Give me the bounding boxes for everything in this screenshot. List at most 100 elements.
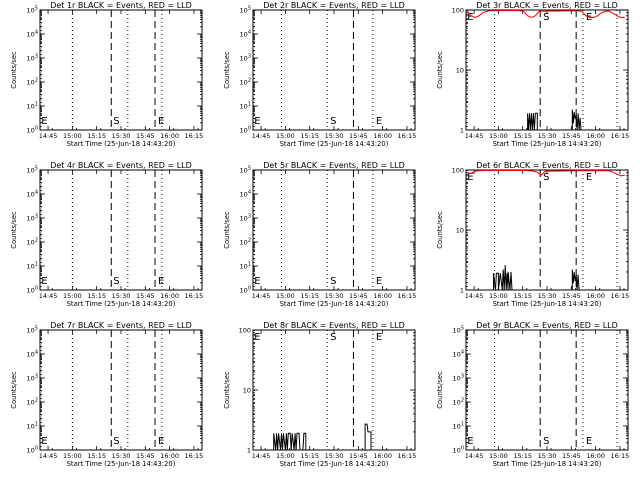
y-tick-label: 100 <box>27 126 38 135</box>
x-tick-label: 15:15 <box>300 292 319 300</box>
x-tick-label: 16:00 <box>586 292 605 300</box>
y-axis-label: Counts/sec <box>223 371 231 409</box>
x-tick-label: 14:45 <box>39 292 58 300</box>
x-tick-label: 15:00 <box>276 132 295 140</box>
y-tick-label: 103 <box>27 214 38 223</box>
events-rate-series <box>274 424 371 450</box>
y-tick-label: 101 <box>27 102 38 111</box>
y-axis-label: Counts/sec <box>436 371 444 409</box>
panel-title: Det 2r BLACK = Events, RED = LLD <box>263 1 405 10</box>
events-rate-series <box>494 265 580 290</box>
axes-frame <box>40 170 202 290</box>
x-tick-label: 15:15 <box>300 132 319 140</box>
y-tick-label: 103 <box>453 374 464 383</box>
x-tick-label: 15:45 <box>136 452 155 460</box>
x-axis-label: Start Time (25-Jun-18 14:43:20) <box>280 140 389 148</box>
panel-det3r: Det 3r BLACK = Events, RED = LLD11010014… <box>436 1 629 148</box>
x-tick-label: 15:30 <box>538 132 557 140</box>
region-marker-e: E <box>41 436 47 447</box>
panel-det7r: Det 7r BLACK = Events, RED = LLD10010110… <box>10 321 203 468</box>
y-tick-label: 105 <box>27 166 38 175</box>
x-tick-label: 15:30 <box>538 452 557 460</box>
x-tick-label: 16:00 <box>160 452 179 460</box>
x-tick-label: 15:45 <box>562 452 581 460</box>
y-tick-label: 104 <box>27 190 38 199</box>
x-tick-label: 15:45 <box>349 292 368 300</box>
y-tick-label: 104 <box>453 350 464 359</box>
y-tick-label: 102 <box>453 398 464 407</box>
y-tick-label: 1 <box>460 127 464 135</box>
panel-det4r: Det 4r BLACK = Events, RED = LLD10010110… <box>10 161 203 308</box>
x-tick-label: 15:00 <box>63 132 82 140</box>
x-tick-label: 15:15 <box>300 452 319 460</box>
x-tick-label: 15:15 <box>87 292 106 300</box>
x-tick-label: 15:30 <box>325 292 344 300</box>
x-tick-label: 15:45 <box>562 132 581 140</box>
x-tick-label: 15:00 <box>63 452 82 460</box>
y-tick-label: 10 <box>243 387 251 395</box>
y-axis-label: Counts/sec <box>436 211 444 249</box>
x-tick-label: 15:30 <box>112 292 131 300</box>
axes-frame <box>253 10 415 130</box>
y-tick-label: 102 <box>27 398 38 407</box>
x-axis-label: Start Time (25-Jun-18 14:43:20) <box>280 460 389 468</box>
y-tick-label: 101 <box>27 262 38 271</box>
region-marker-s: S <box>543 436 549 447</box>
region-marker-e: E <box>376 332 382 343</box>
y-tick-label: 101 <box>453 422 464 431</box>
y-tick-label: 103 <box>240 54 251 63</box>
x-axis-label: Start Time (25-Jun-18 14:43:20) <box>493 460 602 468</box>
y-tick-label: 1 <box>460 287 464 295</box>
axes-frame <box>253 170 415 290</box>
y-tick-label: 102 <box>27 78 38 87</box>
region-marker-e: E <box>376 116 382 127</box>
panel-title: Det 7r BLACK = Events, RED = LLD <box>50 321 192 330</box>
x-axis-label: Start Time (25-Jun-18 14:43:20) <box>67 300 176 308</box>
y-axis-label: Counts/sec <box>223 51 231 89</box>
x-tick-label: 14:45 <box>39 452 58 460</box>
x-tick-label: 16:15 <box>185 452 204 460</box>
x-tick-label: 16:15 <box>398 452 417 460</box>
x-tick-label: 15:00 <box>276 292 295 300</box>
x-tick-label: 15:15 <box>87 452 106 460</box>
y-tick-label: 100 <box>240 126 251 135</box>
x-tick-label: 15:45 <box>562 292 581 300</box>
y-tick-label: 104 <box>240 190 251 199</box>
region-marker-s: S <box>330 116 336 127</box>
region-marker-e: E <box>41 276 47 287</box>
y-axis-label: Counts/sec <box>10 211 18 249</box>
x-tick-label: 16:00 <box>373 292 392 300</box>
y-tick-label: 105 <box>240 166 251 175</box>
x-tick-label: 15:00 <box>489 452 508 460</box>
y-tick-label: 105 <box>27 326 38 335</box>
y-axis-label: Counts/sec <box>436 51 444 89</box>
events-rate-series <box>526 110 581 131</box>
x-tick-label: 15:45 <box>136 132 155 140</box>
x-tick-label: 14:45 <box>465 132 484 140</box>
axes-frame <box>40 10 202 130</box>
x-tick-label: 16:15 <box>185 292 204 300</box>
panel-title: Det 9r BLACK = Events, RED = LLD <box>476 321 618 330</box>
x-tick-label: 15:00 <box>489 292 508 300</box>
y-tick-label: 101 <box>240 102 251 111</box>
region-marker-e: E <box>586 436 592 447</box>
y-tick-label: 104 <box>27 30 38 39</box>
y-tick-label: 101 <box>240 262 251 271</box>
x-tick-label: 16:00 <box>586 452 605 460</box>
x-tick-label: 16:00 <box>373 132 392 140</box>
x-axis-label: Start Time (25-Jun-18 14:43:20) <box>280 300 389 308</box>
x-tick-label: 15:45 <box>349 132 368 140</box>
y-tick-label: 100 <box>27 286 38 295</box>
region-marker-s: S <box>113 116 119 127</box>
x-tick-label: 15:15 <box>87 132 106 140</box>
x-tick-label: 15:00 <box>489 132 508 140</box>
region-marker-e: E <box>158 276 164 287</box>
x-tick-label: 15:45 <box>136 292 155 300</box>
x-tick-label: 15:30 <box>112 132 131 140</box>
region-marker-e: E <box>158 116 164 127</box>
x-tick-label: 16:15 <box>398 292 417 300</box>
x-tick-label: 15:15 <box>513 292 532 300</box>
axes-frame <box>466 170 628 290</box>
panel-det1r: Det 1r BLACK = Events, RED = LLD 100 101 10… <box>10 1 203 148</box>
y-tick-label: 1 <box>247 447 251 455</box>
